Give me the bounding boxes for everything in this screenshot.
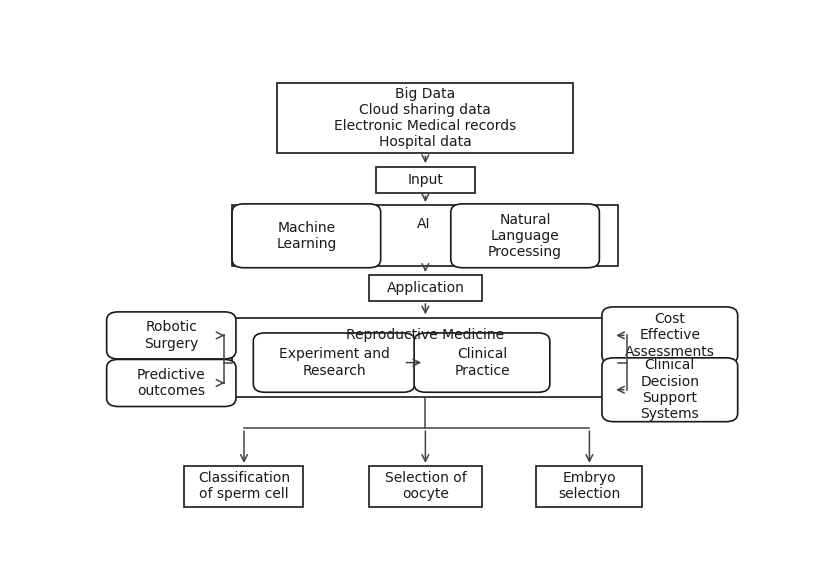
Text: Clinical
Practice: Clinical Practice [454,348,510,377]
Text: Reproductive Medicine: Reproductive Medicine [346,328,505,342]
Text: Input: Input [408,173,443,187]
FancyBboxPatch shape [375,167,476,193]
FancyBboxPatch shape [106,312,236,359]
Text: Experiment and
Research: Experiment and Research [279,348,389,377]
Text: Big Data
Cloud sharing data
Electronic Medical records
Hospital data: Big Data Cloud sharing data Electronic M… [334,87,516,149]
Text: Machine
Learning: Machine Learning [276,220,336,251]
FancyBboxPatch shape [369,466,481,507]
FancyBboxPatch shape [232,205,618,266]
FancyBboxPatch shape [106,359,236,406]
FancyBboxPatch shape [536,466,642,507]
Text: AI: AI [417,218,430,232]
FancyBboxPatch shape [451,204,599,268]
FancyBboxPatch shape [602,307,738,364]
FancyBboxPatch shape [602,358,738,422]
FancyBboxPatch shape [277,83,574,153]
FancyBboxPatch shape [369,275,481,301]
Text: Robotic
Surgery: Robotic Surgery [144,320,198,350]
Text: Clinical
Decision
Support
Systems: Clinical Decision Support Systems [640,359,700,421]
Text: Predictive
outcomes: Predictive outcomes [137,368,206,398]
Text: Classification
of sperm cell: Classification of sperm cell [198,471,290,502]
FancyBboxPatch shape [253,333,415,392]
Text: Natural
Language
Processing: Natural Language Processing [488,213,562,259]
FancyBboxPatch shape [232,318,618,397]
Text: Cost
Effective
Assessments: Cost Effective Assessments [625,312,715,359]
Text: Application: Application [387,281,464,295]
Text: Selection of
oocyte: Selection of oocyte [384,471,466,502]
FancyBboxPatch shape [414,333,549,392]
Text: Embryo
selection: Embryo selection [559,471,621,502]
FancyBboxPatch shape [232,204,381,268]
FancyBboxPatch shape [184,466,304,507]
